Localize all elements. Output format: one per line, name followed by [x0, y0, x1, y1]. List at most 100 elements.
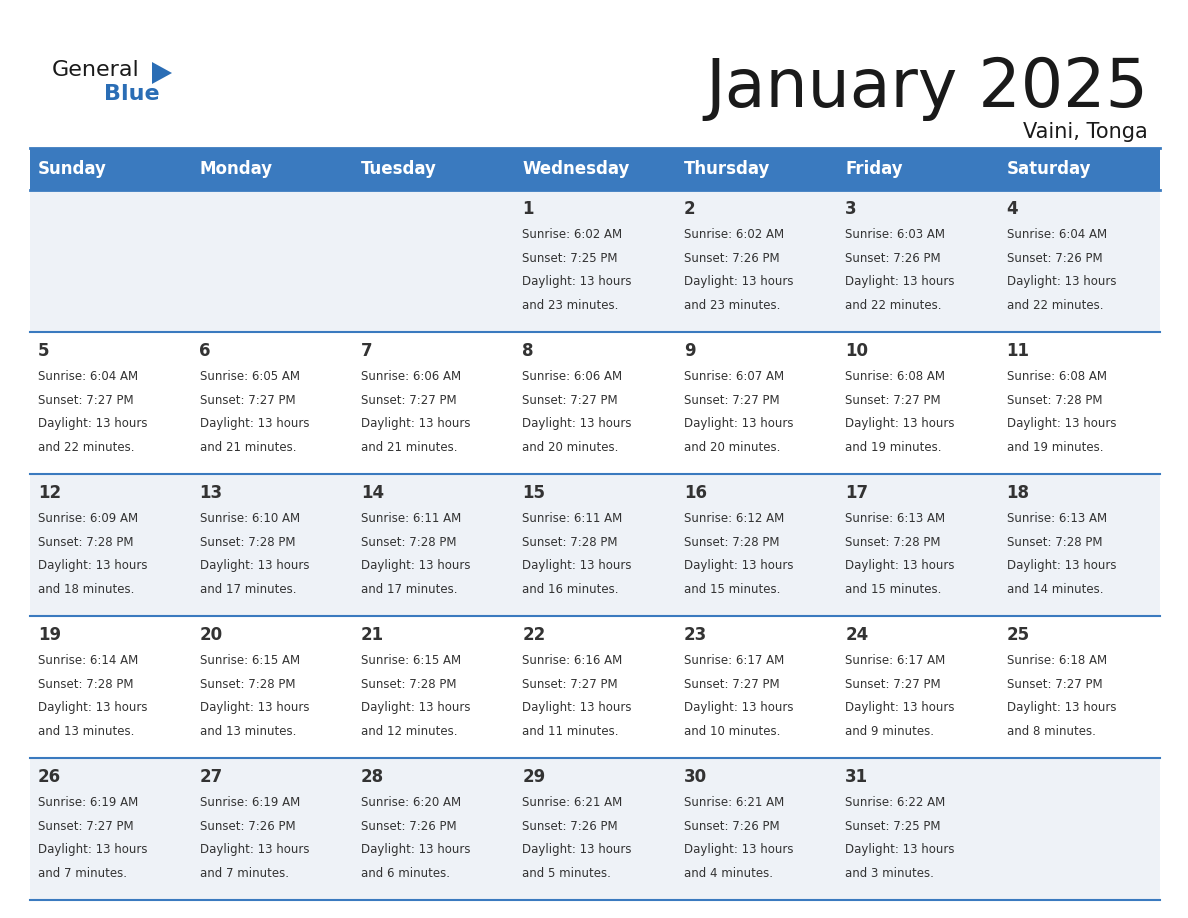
- Text: 7: 7: [361, 342, 373, 360]
- Bar: [999, 474, 1159, 616]
- Bar: [191, 474, 353, 616]
- Text: Daylight: 13 hours: Daylight: 13 hours: [523, 275, 632, 288]
- Text: and 4 minutes.: and 4 minutes.: [684, 867, 772, 879]
- Text: Daylight: 13 hours: Daylight: 13 hours: [845, 418, 955, 431]
- Text: 25: 25: [1006, 626, 1030, 644]
- Bar: [353, 148, 514, 190]
- Text: and 17 minutes.: and 17 minutes.: [361, 583, 457, 596]
- Text: 27: 27: [200, 768, 223, 786]
- Text: Daylight: 13 hours: Daylight: 13 hours: [361, 559, 470, 572]
- Text: Sunrise: 6:21 AM: Sunrise: 6:21 AM: [684, 797, 784, 810]
- Text: 1: 1: [523, 200, 533, 218]
- Bar: [838, 758, 999, 900]
- Text: and 5 minutes.: and 5 minutes.: [523, 867, 612, 879]
- Text: Tuesday: Tuesday: [361, 160, 437, 178]
- Text: and 3 minutes.: and 3 minutes.: [845, 867, 934, 879]
- Bar: [838, 616, 999, 758]
- Text: and 8 minutes.: and 8 minutes.: [1006, 724, 1095, 738]
- Bar: [191, 148, 353, 190]
- Text: Sunset: 7:25 PM: Sunset: 7:25 PM: [845, 820, 941, 833]
- Text: Sunset: 7:27 PM: Sunset: 7:27 PM: [684, 394, 779, 407]
- Text: Sunset: 7:26 PM: Sunset: 7:26 PM: [1006, 252, 1102, 264]
- Text: 10: 10: [845, 342, 868, 360]
- Text: Daylight: 13 hours: Daylight: 13 hours: [200, 418, 309, 431]
- Text: Sunset: 7:28 PM: Sunset: 7:28 PM: [361, 677, 456, 691]
- Bar: [838, 474, 999, 616]
- Text: and 6 minutes.: and 6 minutes.: [361, 867, 450, 879]
- Text: Saturday: Saturday: [1006, 160, 1091, 178]
- Text: and 15 minutes.: and 15 minutes.: [845, 583, 942, 596]
- Text: 22: 22: [523, 626, 545, 644]
- Text: and 10 minutes.: and 10 minutes.: [684, 724, 781, 738]
- Text: Sunset: 7:26 PM: Sunset: 7:26 PM: [845, 252, 941, 264]
- Text: Sunrise: 6:06 AM: Sunrise: 6:06 AM: [523, 370, 623, 384]
- Text: Sunrise: 6:06 AM: Sunrise: 6:06 AM: [361, 370, 461, 384]
- Text: 9: 9: [684, 342, 695, 360]
- Text: Sunset: 7:28 PM: Sunset: 7:28 PM: [845, 536, 941, 549]
- Bar: [999, 332, 1159, 474]
- Text: 13: 13: [200, 484, 222, 502]
- Text: Daylight: 13 hours: Daylight: 13 hours: [1006, 701, 1117, 714]
- Text: Daylight: 13 hours: Daylight: 13 hours: [523, 701, 632, 714]
- Text: and 18 minutes.: and 18 minutes.: [38, 583, 134, 596]
- Text: Sunset: 7:26 PM: Sunset: 7:26 PM: [684, 252, 779, 264]
- Text: Daylight: 13 hours: Daylight: 13 hours: [845, 275, 955, 288]
- Text: and 15 minutes.: and 15 minutes.: [684, 583, 781, 596]
- Text: Sunset: 7:27 PM: Sunset: 7:27 PM: [38, 820, 134, 833]
- Text: Daylight: 13 hours: Daylight: 13 hours: [684, 844, 794, 856]
- Text: Thursday: Thursday: [684, 160, 770, 178]
- Text: Sunset: 7:28 PM: Sunset: 7:28 PM: [361, 536, 456, 549]
- Bar: [676, 758, 838, 900]
- Text: and 23 minutes.: and 23 minutes.: [684, 298, 781, 312]
- Text: Daylight: 13 hours: Daylight: 13 hours: [38, 559, 147, 572]
- Bar: [191, 332, 353, 474]
- Text: Sunrise: 6:08 AM: Sunrise: 6:08 AM: [845, 370, 946, 384]
- Text: Sunset: 7:28 PM: Sunset: 7:28 PM: [1006, 394, 1102, 407]
- Bar: [676, 474, 838, 616]
- Text: and 21 minutes.: and 21 minutes.: [361, 441, 457, 453]
- Bar: [514, 148, 676, 190]
- Bar: [191, 190, 353, 332]
- Text: Sunrise: 6:15 AM: Sunrise: 6:15 AM: [200, 655, 299, 667]
- Text: Sunset: 7:28 PM: Sunset: 7:28 PM: [38, 677, 133, 691]
- Text: Daylight: 13 hours: Daylight: 13 hours: [523, 844, 632, 856]
- Text: and 13 minutes.: and 13 minutes.: [38, 724, 134, 738]
- Text: 4: 4: [1006, 200, 1018, 218]
- Text: Daylight: 13 hours: Daylight: 13 hours: [361, 418, 470, 431]
- Bar: [676, 148, 838, 190]
- Text: Sunrise: 6:22 AM: Sunrise: 6:22 AM: [845, 797, 946, 810]
- Text: Daylight: 13 hours: Daylight: 13 hours: [1006, 418, 1117, 431]
- Text: Sunrise: 6:09 AM: Sunrise: 6:09 AM: [38, 512, 138, 525]
- Text: Daylight: 13 hours: Daylight: 13 hours: [684, 275, 794, 288]
- Text: Daylight: 13 hours: Daylight: 13 hours: [684, 418, 794, 431]
- Text: 6: 6: [200, 342, 211, 360]
- Text: Sunset: 7:27 PM: Sunset: 7:27 PM: [684, 677, 779, 691]
- Text: Sunrise: 6:19 AM: Sunrise: 6:19 AM: [200, 797, 299, 810]
- Bar: [838, 148, 999, 190]
- Text: and 22 minutes.: and 22 minutes.: [38, 441, 134, 453]
- Bar: [353, 474, 514, 616]
- Text: Sunset: 7:28 PM: Sunset: 7:28 PM: [523, 536, 618, 549]
- Text: Daylight: 13 hours: Daylight: 13 hours: [845, 559, 955, 572]
- Text: 24: 24: [845, 626, 868, 644]
- Text: 2: 2: [684, 200, 695, 218]
- Text: and 19 minutes.: and 19 minutes.: [1006, 441, 1104, 453]
- Text: and 22 minutes.: and 22 minutes.: [1006, 298, 1104, 312]
- Bar: [838, 190, 999, 332]
- Text: and 12 minutes.: and 12 minutes.: [361, 724, 457, 738]
- Text: Sunrise: 6:20 AM: Sunrise: 6:20 AM: [361, 797, 461, 810]
- Text: Monday: Monday: [200, 160, 272, 178]
- Text: 17: 17: [845, 484, 868, 502]
- Text: Sunset: 7:27 PM: Sunset: 7:27 PM: [1006, 677, 1102, 691]
- Bar: [30, 332, 191, 474]
- Text: Sunset: 7:25 PM: Sunset: 7:25 PM: [523, 252, 618, 264]
- Text: Sunrise: 6:21 AM: Sunrise: 6:21 AM: [523, 797, 623, 810]
- Text: Sunset: 7:27 PM: Sunset: 7:27 PM: [523, 677, 618, 691]
- Text: Sunset: 7:27 PM: Sunset: 7:27 PM: [523, 394, 618, 407]
- Text: Daylight: 13 hours: Daylight: 13 hours: [845, 701, 955, 714]
- Text: Sunset: 7:28 PM: Sunset: 7:28 PM: [1006, 536, 1102, 549]
- Text: and 22 minutes.: and 22 minutes.: [845, 298, 942, 312]
- Bar: [676, 616, 838, 758]
- Text: and 21 minutes.: and 21 minutes.: [200, 441, 296, 453]
- Text: Sunset: 7:26 PM: Sunset: 7:26 PM: [684, 820, 779, 833]
